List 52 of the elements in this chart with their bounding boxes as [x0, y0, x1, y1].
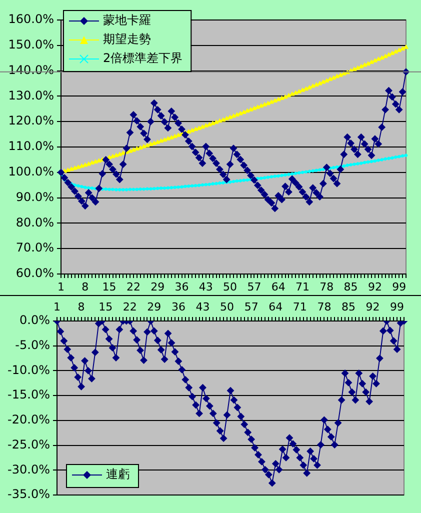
legend-label: 2倍標準差下界	[103, 51, 183, 66]
y-tick-label: -15.0%	[8, 388, 50, 402]
x-tick-label: 64	[268, 300, 283, 314]
x-tick-label: 64	[271, 280, 286, 294]
x-tick-label: 50	[220, 300, 234, 314]
y-tick-label: 160.0%	[8, 12, 54, 26]
legend-label: 連虧	[106, 467, 130, 482]
x-tick-label: 22	[122, 300, 137, 314]
x-tick-label: 29	[147, 300, 162, 314]
x-tick-label: 71	[292, 300, 307, 314]
y-tick-label: -25.0%	[8, 437, 50, 452]
x-tick-label: 43	[196, 300, 210, 314]
y-tick-label: 100.0%	[8, 164, 54, 179]
x-tick-label: 92	[368, 280, 382, 294]
y-tick-label: -35.0%	[8, 487, 50, 502]
x-tick-label: 36	[174, 280, 189, 294]
x-tick-label: 85	[344, 280, 358, 294]
y-tick-label: 120.0%	[8, 114, 54, 128]
x-tick-label: 1	[58, 280, 64, 294]
x-tick-label: 1	[54, 300, 60, 314]
legend-label: 期望走勢	[103, 32, 151, 46]
x-tick-label: 57	[247, 280, 262, 294]
y-tick-label: 0.0%	[20, 313, 50, 328]
x-tick-label: 57	[244, 300, 258, 314]
y-tick-label: 90.0%	[16, 190, 54, 204]
y-tick-label: -20.0%	[8, 412, 50, 427]
x-tick-label: 71	[296, 280, 310, 294]
x-tick-label: 8	[78, 300, 85, 314]
legend-label: 蒙地卡羅	[103, 13, 151, 28]
x-tick-label: 99	[392, 280, 406, 294]
x-tick-label: 78	[317, 300, 332, 314]
y-tick-label: 110.0%	[8, 139, 54, 154]
x-tick-label: 15	[102, 280, 116, 294]
y-tick-label: 130.0%	[8, 88, 54, 102]
y-tick-label: -30.0%	[8, 462, 50, 476]
y-tick-label: 70.0%	[16, 240, 54, 255]
x-tick-label: 15	[98, 300, 113, 314]
y-tick-label: 60.0%	[16, 266, 54, 280]
x-tick-label: 22	[126, 280, 140, 294]
y-tick-label: 150.0%	[8, 38, 54, 52]
x-tick-label: 85	[341, 300, 356, 314]
x-tick-label: 92	[366, 300, 380, 314]
y-tick-label: -10.0%	[8, 362, 50, 377]
x-tick-label: 36	[171, 300, 186, 314]
x-tick-label: 99	[390, 300, 404, 314]
x-tick-label: 8	[82, 280, 89, 294]
x-tick-label: 78	[320, 280, 334, 294]
x-tick-label: 43	[198, 280, 213, 294]
x-tick-label: 29	[150, 280, 165, 294]
x-tick-label: 50	[223, 280, 238, 294]
y-tick-label: 80.0%	[16, 215, 54, 230]
y-tick-label: -5.0%	[15, 338, 50, 352]
